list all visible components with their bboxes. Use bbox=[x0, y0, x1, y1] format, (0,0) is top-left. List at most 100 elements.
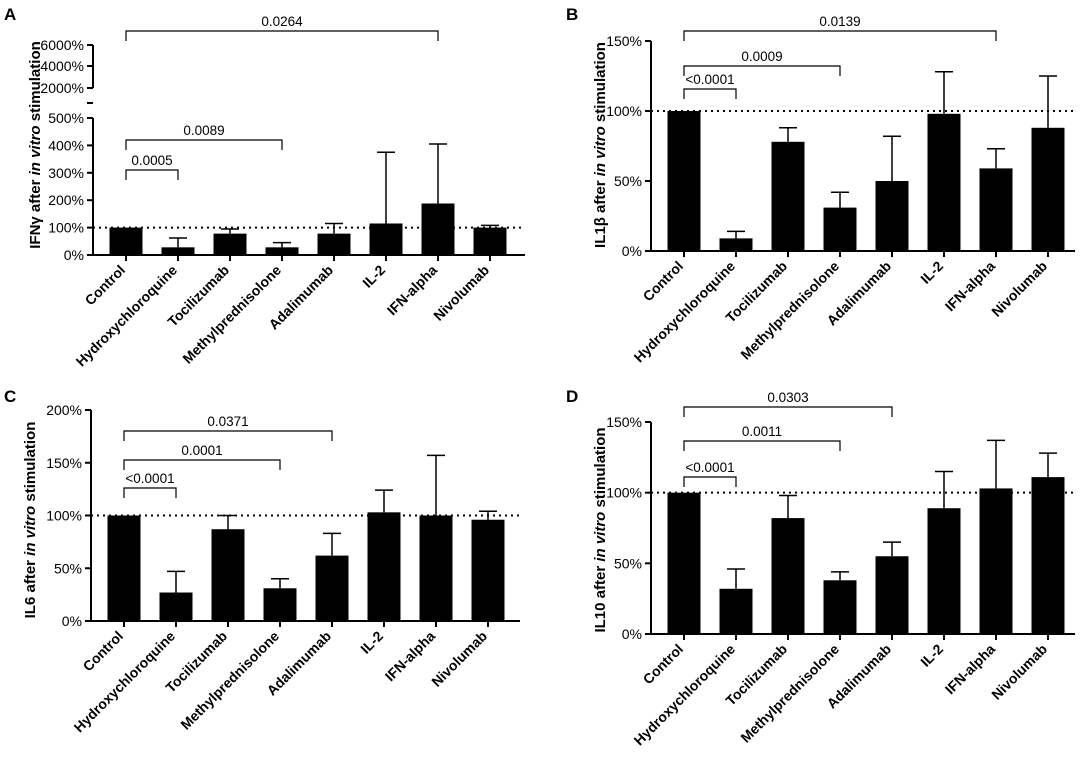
bar-a-0 bbox=[109, 227, 143, 255]
x-tick-label-b: Hydroxychloroquine bbox=[631, 258, 739, 366]
y-axis-label-b: IL1β after in vitro stimulation bbox=[592, 42, 609, 248]
y-tick-label-b: 0% bbox=[622, 243, 642, 259]
y-tick-label-c: 100% bbox=[46, 508, 82, 524]
bar-c-0 bbox=[107, 515, 141, 621]
x-tick-label-a: Methylprednisolone bbox=[179, 262, 284, 367]
significance-bracket-c-1 bbox=[123, 459, 281, 470]
y-tick-label-b: 150% bbox=[606, 33, 642, 49]
bar-d-1 bbox=[719, 588, 753, 634]
p-value-label-c-0: <0.0001 bbox=[125, 471, 174, 486]
significance-bracket-a-0 bbox=[125, 169, 179, 180]
significance-bracket-d-2 bbox=[683, 406, 893, 417]
x-tick-label-c: Control bbox=[80, 628, 127, 675]
x-tick-label-c: Hydroxychloroquine bbox=[71, 628, 179, 736]
y-tick-label-c: 0% bbox=[62, 613, 82, 629]
bar-b-3 bbox=[823, 207, 857, 251]
bar-c-7 bbox=[471, 519, 505, 621]
x-tick-label-b: Nivolumab bbox=[988, 258, 1050, 320]
bar-c-3 bbox=[263, 588, 297, 621]
y-tick-label-upper-a: 6000% bbox=[40, 37, 84, 53]
panel-c: C IL6 after in vitro stimulation 0% 50% 10… bbox=[4, 387, 520, 735]
panel-letter-c: C bbox=[4, 387, 16, 406]
bar-d-4 bbox=[875, 556, 909, 634]
bar-a-7 bbox=[473, 227, 507, 255]
significance-bracket-b-2 bbox=[683, 30, 997, 41]
y-axis-label-d: IL10 after in vitro stimulation bbox=[592, 427, 609, 632]
bar-b-6 bbox=[979, 168, 1013, 251]
bar-a-2 bbox=[213, 233, 247, 255]
significance-bracket-a-1 bbox=[125, 139, 283, 150]
x-tick-label-b: Control bbox=[640, 258, 687, 305]
panel-b: B IL1β after in vitro stimulation 0% 50% 1… bbox=[566, 5, 1075, 365]
bar-a-4 bbox=[317, 233, 351, 255]
significance-bracket-b-0 bbox=[683, 88, 737, 99]
bar-d-3 bbox=[823, 580, 857, 634]
y-tick-label-c: 200% bbox=[46, 402, 82, 418]
y-tick-label-a: 0% bbox=[64, 247, 84, 263]
significance-bracket-a-2 bbox=[125, 30, 439, 41]
significance-bracket-d-0 bbox=[683, 476, 737, 487]
y-tick-label-a: 400% bbox=[48, 137, 84, 153]
bar-b-2 bbox=[771, 141, 805, 251]
y-tick-label-b: 100% bbox=[606, 103, 642, 119]
x-tick-label-b: Methylprednisolone bbox=[737, 258, 842, 363]
x-tick-label-a: IL-2 bbox=[359, 262, 388, 291]
x-tick-label-d: Nivolumab bbox=[988, 641, 1050, 703]
y-tick-label-c: 150% bbox=[46, 455, 82, 471]
x-tick-label-b: IL-2 bbox=[917, 258, 946, 287]
y-tick-label-b: 50% bbox=[614, 173, 642, 189]
significance-bracket-b-1 bbox=[683, 65, 841, 76]
panel-letter-d: D bbox=[566, 387, 578, 406]
x-tick-label-d: Control bbox=[640, 641, 687, 688]
bar-c-6 bbox=[419, 515, 453, 621]
bar-c-2 bbox=[211, 529, 245, 621]
y-tick-label-d: 0% bbox=[622, 626, 642, 642]
p-value-label-a-1: 0.0089 bbox=[183, 123, 224, 138]
panel-d: D IL10 after in vitro stimulation 0% 50% 1… bbox=[566, 387, 1075, 748]
x-tick-label-a: Control bbox=[82, 262, 129, 309]
p-value-label-c-1: 0.0001 bbox=[181, 443, 222, 458]
y-axis-label-c: IL6 after in vitro stimulation bbox=[22, 422, 39, 619]
p-value-label-a-2: 0.0264 bbox=[261, 14, 303, 29]
significance-bracket-c-0 bbox=[123, 487, 177, 498]
bar-b-7 bbox=[1031, 127, 1065, 251]
bar-b-5 bbox=[927, 113, 961, 251]
bar-d-0 bbox=[667, 492, 701, 634]
p-value-label-a-0: 0.0005 bbox=[131, 153, 172, 168]
significance-bracket-c-2 bbox=[123, 430, 333, 441]
y-tick-label-d: 150% bbox=[606, 414, 642, 430]
x-tick-label-d: IL-2 bbox=[917, 641, 946, 670]
p-value-label-b-1: 0.0009 bbox=[741, 49, 782, 64]
x-tick-label-d: Methylprednisolone bbox=[737, 641, 842, 746]
y-tick-label-d: 50% bbox=[614, 555, 642, 571]
bar-a-6 bbox=[421, 203, 455, 255]
y-tick-label-upper-a: 4000% bbox=[40, 58, 84, 74]
bar-c-1 bbox=[159, 592, 193, 621]
bar-d-5 bbox=[927, 508, 961, 634]
y-tick-label-d: 100% bbox=[606, 485, 642, 501]
bar-a-1 bbox=[161, 247, 195, 255]
y-tick-label-a: 200% bbox=[48, 192, 84, 208]
bar-c-5 bbox=[367, 512, 401, 621]
panel-a: A IFNγ after in vitro stimulation 0% 100%… bbox=[4, 5, 525, 369]
y-axis-label-a: IFNγ after in vitro stimulation bbox=[27, 41, 44, 249]
x-tick-label-c: Nivolumab bbox=[428, 628, 490, 690]
p-value-label-d-2: 0.0303 bbox=[767, 390, 808, 405]
y-tick-label-c: 50% bbox=[54, 560, 82, 576]
p-value-label-b-2: 0.0139 bbox=[819, 14, 860, 29]
y-tick-label-a: 300% bbox=[48, 165, 84, 181]
significance-bracket-d-1 bbox=[683, 440, 841, 451]
panel-letter-b: B bbox=[566, 5, 578, 24]
x-tick-label-a: Nivolumab bbox=[430, 262, 492, 324]
x-tick-label-c: IL-2 bbox=[357, 628, 386, 657]
y-tick-label-upper-a: 2000% bbox=[40, 80, 84, 96]
bar-d-6 bbox=[979, 488, 1013, 634]
p-value-label-b-0: <0.0001 bbox=[685, 72, 734, 87]
p-value-label-d-1: 0.0011 bbox=[742, 424, 782, 439]
bar-b-4 bbox=[875, 181, 909, 251]
x-tick-label-d: Hydroxychloroquine bbox=[631, 641, 739, 749]
bar-b-0 bbox=[667, 111, 701, 251]
bar-c-4 bbox=[315, 555, 349, 621]
y-tick-label-a: 500% bbox=[48, 110, 84, 126]
